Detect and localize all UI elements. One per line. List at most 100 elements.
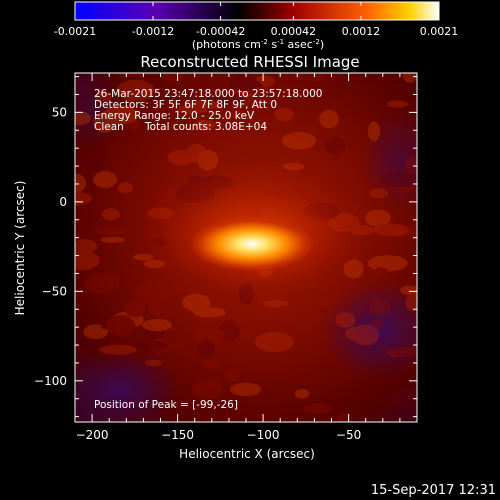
texture-blob (254, 75, 276, 88)
colorbar-tick-label: 0.00042 (271, 25, 317, 38)
annotation-energy: Energy Range: 12.0 - 25.0 keV (94, 110, 255, 122)
texture-blob (191, 99, 219, 110)
source-core (190, 217, 314, 271)
texture-blob (381, 170, 417, 188)
texture-blob (351, 324, 380, 346)
texture-blob (135, 281, 173, 303)
texture-blob (75, 111, 91, 126)
y-tick-label: −100 (34, 374, 67, 388)
texture-blob (100, 110, 114, 129)
texture-blob (410, 73, 417, 83)
annotation-detectors: Detectors: 3F 5F 6F 7F 8F 9F, Att 0 (94, 99, 277, 111)
texture-blob (367, 121, 381, 142)
texture-blob (99, 344, 137, 355)
texture-blob (100, 324, 137, 331)
texture-blob (145, 359, 162, 367)
y-tick-label: −50 (42, 284, 67, 298)
colorbar-tick-label: -0.0021 (54, 25, 96, 38)
x-tick-label: −50 (336, 428, 361, 442)
texture-blob (229, 92, 267, 109)
texture-blob (335, 312, 356, 328)
colorbar-tick-label: -0.00042 (196, 25, 245, 38)
texture-blob (274, 107, 294, 122)
texture-blob (400, 285, 417, 296)
texture-blob (115, 100, 145, 112)
texture-blob (101, 208, 120, 221)
texture-blob (230, 74, 259, 92)
texture-blob (326, 296, 343, 306)
texture-blob (124, 298, 146, 318)
texture-blob (386, 346, 417, 357)
texture-blob (218, 320, 241, 342)
annotations: 26-Mar-2015 23:47:18.000 to 23:57:18.000… (94, 88, 322, 411)
texture-blob (402, 73, 417, 83)
texture-blob (193, 307, 226, 318)
colorbar-ticks: -0.0021 -0.0012 -0.00042 0.00042 0.0012 0.002… (54, 2, 458, 38)
texture-blob (186, 144, 207, 163)
texture-blob (224, 368, 240, 383)
texture-blob (142, 318, 172, 332)
texture-blob (324, 137, 346, 155)
texture-blob (395, 224, 417, 240)
texture-blob (182, 293, 211, 312)
texture-blob (345, 326, 377, 342)
texture-blob (386, 100, 409, 108)
texture-blob (93, 112, 117, 133)
texture-blob (294, 389, 310, 399)
texture-blob (197, 339, 215, 359)
colorbar-gradient (74, 1, 440, 21)
texture-blob (162, 400, 192, 409)
texture-blob (369, 188, 389, 199)
texture-blob (112, 311, 144, 329)
texture-blob (404, 156, 417, 175)
texture-blob (388, 387, 417, 406)
texture-blob (175, 105, 207, 114)
texture-blob (193, 119, 216, 130)
texture-blob (373, 223, 410, 237)
y-tick-label: 50 (52, 105, 67, 119)
colorbar: -0.0021 -0.0012 -0.00042 0.00042 0.0012 0.002… (54, 1, 458, 51)
chart-title: Reconstructed RHESSI Image (140, 53, 359, 71)
axis-ticks: −200 −150 −100 −50 50 0 −50 −100 (34, 73, 417, 442)
texture-blob (83, 324, 109, 340)
texture-blob (254, 331, 294, 353)
texture-blob (123, 119, 141, 131)
texture-blob (281, 132, 317, 150)
plot-timestamp: 15-Sep-2017 12:31 (371, 483, 496, 498)
texture-blob (405, 294, 417, 312)
texture-blob (100, 236, 125, 243)
texture-blob (370, 318, 384, 331)
texture-blob (94, 81, 118, 99)
texture-blob (144, 320, 165, 342)
texture-blob (75, 192, 92, 206)
texture-blob (234, 84, 254, 99)
texture-blob (230, 382, 262, 397)
texture-blob (94, 91, 112, 103)
heatmap-image (75, 73, 417, 422)
texture-blob (201, 356, 219, 369)
texture-blob (106, 314, 136, 337)
texture-blob (302, 402, 332, 415)
texture-blob (84, 272, 120, 295)
texture-blob (103, 105, 139, 125)
texture-blob (307, 73, 327, 82)
x-axis-label: Heliocentric X (arcsec) (179, 447, 315, 461)
x-tick-label: −200 (76, 428, 109, 442)
texture-blob (336, 412, 352, 422)
x-tick-label: −150 (161, 428, 194, 442)
texture-blob (136, 340, 168, 350)
texture-blob (292, 73, 306, 81)
texture-blob (319, 109, 339, 129)
texture-blob (205, 91, 246, 107)
texture-blob (191, 327, 226, 342)
texture-blob (247, 87, 273, 96)
texture-blob (218, 400, 236, 413)
texture-blob (75, 173, 87, 193)
texture-blob (368, 298, 391, 317)
texture-blob (81, 155, 108, 170)
y-tick-label: 0 (59, 195, 67, 209)
annotation-method: Clean (94, 121, 124, 133)
texture-blob (167, 150, 194, 166)
texture-blob (159, 73, 185, 82)
